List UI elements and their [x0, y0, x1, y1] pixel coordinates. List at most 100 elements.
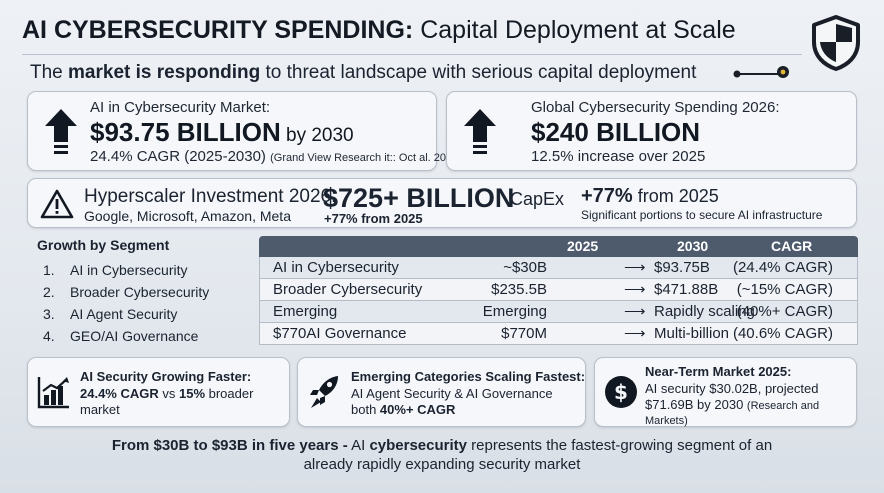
near-term-line3: Markets) — [645, 412, 688, 429]
subtitle-rest: to threat landscape with serious capital… — [260, 62, 697, 83]
ai-market-label: AI in Cybersecurity Market: — [90, 99, 271, 116]
arrow-right-icon: ⟶ — [624, 281, 646, 298]
title-bold: AI CYBERSECURITY SPENDING: — [22, 16, 414, 44]
subtitle-bold: market is responding — [68, 62, 261, 83]
global-spending-value: $240 BILLION — [531, 117, 701, 147]
ai-faster-card: AI Security Growing Faster: 24.4% CAGR v… — [27, 357, 290, 427]
list-item-label: GEO/AI Governance — [70, 328, 199, 344]
footer-bold2: cybersecurity — [369, 437, 467, 454]
footer-bold1: From $30B to $93B in five years - — [111, 437, 348, 454]
header-cagr: CAGR — [771, 238, 813, 254]
global-spending-label: Global Cybersecurity Spending 2026: — [531, 99, 780, 116]
cell-2030: $93.75B — [654, 259, 710, 276]
footer-summary: From $30B to $93B in five years - AI cyb… — [0, 436, 884, 474]
cell-cagr: (24.4% CAGR) — [732, 259, 833, 276]
warning-triangle-icon — [40, 189, 74, 219]
ai-market-cagr: 24.4% CAGR (2025-2030) (Grand View Resea… — [90, 148, 462, 167]
cell-2030: Rapidly scaling — [654, 303, 755, 320]
list-item-number: 4. — [43, 328, 55, 344]
arrow-right-icon: ⟶ — [624, 259, 646, 276]
ai-faster-line2: market — [80, 402, 120, 417]
ai-market-value: $93.75 BILLION by 2030 — [90, 117, 354, 151]
cell-cagr: (~15% CAGR) — [736, 281, 833, 298]
ai-market-card: AI in Cybersecurity Market: $93.75 BILLI… — [27, 91, 462, 171]
cell-segment: Emerging — [273, 303, 338, 320]
cell-2025: ~$30B — [503, 259, 547, 276]
header-2030: 2030 — [677, 238, 709, 254]
hyperscaler-unit: CapEx — [510, 189, 565, 209]
near-term-projection: $71.69B by 2030 — [645, 397, 747, 412]
footer-line1: From $30B to $93B in five years - AI cyb… — [0, 436, 884, 455]
emerging-line1: AI Agent Security & AI Governance — [351, 386, 553, 401]
header-2025: 2025 — [567, 238, 599, 254]
list-item: 2. Broader Cybersecurity — [37, 281, 209, 303]
ai-market-cagr-text: 24.4% CAGR (2025-2030) — [90, 148, 271, 165]
hyperscaler-value: $725+ BILLION — [323, 183, 515, 213]
location-pin-icon — [733, 66, 789, 78]
table-row: Emerging Emerging ⟶ Rapidly scaling (40%… — [259, 301, 858, 323]
segments-list: 1. AI in Cybersecurity 2. Broader Cybersec… — [37, 259, 209, 347]
list-item-label: Broader Cybersecurity — [70, 284, 210, 300]
shield-icon — [812, 15, 860, 71]
ai-market-source: (Grand View Research it:: Oct al. 2030) — [270, 152, 462, 164]
near-term-source-end: Markets) — [645, 415, 688, 427]
emerging-title: Emerging Categories Scaling Fastest: — [351, 369, 586, 384]
table-row: AI in Cybersecurity ~$30B ⟶ $93.75B (24.… — [259, 257, 858, 279]
near-term-line1: AI security $30.02B, projected — [645, 381, 819, 396]
hyperscaler-growth-rest: from 2025 — [632, 186, 719, 206]
footer-rest: represents the fastest-growing segment o… — [467, 437, 773, 454]
arrow-up-icon — [45, 109, 77, 154]
list-item-number: 1. — [43, 262, 55, 278]
bar-chart-icon — [37, 377, 69, 409]
subtitle: The market is responding to threat lands… — [30, 61, 696, 85]
near-term-card: $ Near-Term Market 2025: AI security $30… — [594, 357, 857, 427]
emerging-card: Emerging Categories Scaling Fastest: AI … — [297, 357, 586, 427]
cell-2030: $471.88B — [654, 281, 719, 298]
rocket-icon — [310, 376, 338, 408]
near-term-source: (Research and — [746, 400, 820, 412]
hyperscaler-card: Hyperscaler Investment 2026: $725+ BILLI… — [27, 178, 857, 228]
hyperscaler-growth: +77% from 2025 — [581, 185, 719, 207]
hyperscaler-note: Significant portions to secure AI infras… — [581, 208, 823, 222]
svg-text:$: $ — [614, 380, 628, 404]
emerging-cagr: 40%+ CAGR — [379, 402, 456, 417]
footer-line2: already rapidly expanding security marke… — [303, 456, 581, 473]
cell-segment: Broader Cybersecurity — [273, 281, 423, 298]
emerging-line2: both 40%+ CAGR — [351, 402, 455, 417]
arrow-up-icon — [464, 109, 496, 154]
near-term-title: Near-Term Market 2025: — [645, 364, 792, 379]
list-item-number: 2. — [43, 284, 55, 300]
ai-faster-vs: vs — [158, 386, 179, 401]
cell-segment: $770AI Governance — [273, 325, 407, 342]
list-item: 3. AI Agent Security — [37, 303, 209, 325]
cell-2030: Multi-billion — [654, 325, 730, 342]
ai-faster-title: AI Security Growing Faster: — [80, 369, 252, 384]
arrow-right-icon: ⟶ — [624, 325, 646, 342]
near-term-line2: $71.69B by 2030 (Research and — [645, 397, 819, 414]
ai-faster-broader-pct: 15% — [178, 386, 206, 401]
cell-2025: $770M — [501, 325, 547, 342]
segment-table: 2025 2030 CAGR AI in Cybersecurity ~$30B… — [259, 236, 858, 345]
dollar-circle-icon: $ — [605, 376, 637, 408]
ai-market-amount: $93.75 BILLION — [90, 117, 281, 147]
segments-title: Growth by Segment — [37, 237, 170, 253]
table-row: Broader Cybersecurity $235.5B ⟶ $471.88B… — [259, 279, 858, 301]
list-item: 1. AI in Cybersecurity — [37, 259, 209, 281]
ai-market-suffix: by 2030 — [280, 125, 354, 146]
cell-2025: $235.5B — [491, 281, 547, 298]
hyperscaler-label: Hyperscaler Investment 2026: — [84, 186, 337, 207]
page-title-text: AI CYBERSECURITY SPENDING: Capital Deplo… — [22, 14, 792, 46]
list-item-label: AI Agent Security — [70, 306, 178, 322]
table-body: AI in Cybersecurity ~$30B ⟶ $93.75B (24.… — [259, 257, 858, 345]
title-divider — [22, 54, 802, 55]
list-item-label: AI in Cybersecurity — [70, 262, 188, 278]
list-item: 4. GEO/AI Governance — [37, 325, 209, 347]
hyperscaler-growth-small: +77% from 2025 — [324, 211, 423, 226]
cell-segment: AI in Cybersecurity — [273, 259, 399, 276]
footer-ai: AI — [347, 437, 370, 454]
arrow-right-icon: ⟶ — [624, 303, 646, 320]
hyperscaler-growth-percent: +77% — [581, 185, 633, 207]
global-spending-increase: 12.5% increase over 2025 — [531, 148, 706, 165]
cell-cagr: (40.6% CAGR) — [732, 325, 833, 342]
global-spending-card: Global Cybersecurity Spending 2026: $240… — [446, 91, 857, 171]
